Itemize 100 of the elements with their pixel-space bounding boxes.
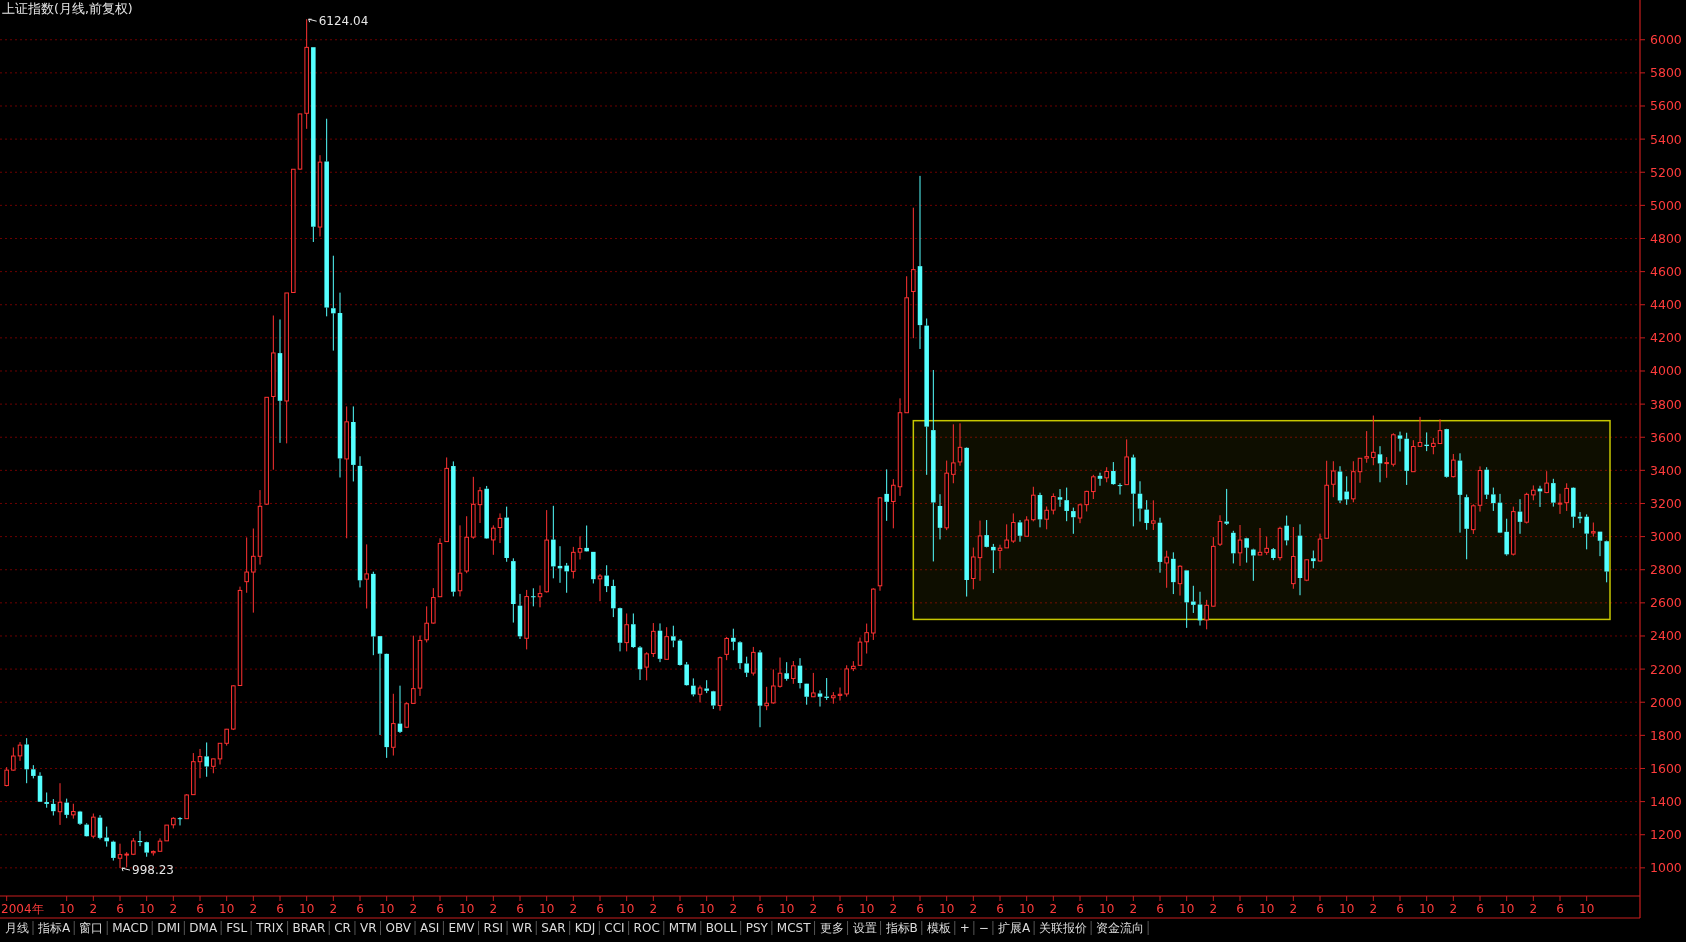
x-tick-label: 6 <box>916 902 924 916</box>
y-tick-label: 1600 <box>1650 760 1682 776</box>
x-tick-label: 6 <box>676 902 684 916</box>
x-tick-label: 10 <box>699 902 715 916</box>
x-tick-label: 10 <box>1419 902 1435 916</box>
y-tick-label: 1800 <box>1650 727 1682 743</box>
x-tick-label: 6 <box>996 902 1004 916</box>
y-tick-label: 2400 <box>1650 628 1682 644</box>
x-tick-label: 2 <box>409 902 418 916</box>
x-tick-label: 2 <box>649 902 658 916</box>
y-tick-label: 5000 <box>1650 197 1682 213</box>
text: FSL <box>226 921 248 935</box>
y-tick-label: 4600 <box>1650 264 1682 280</box>
text: SAR <box>541 921 566 935</box>
x-tick-label: 2 <box>89 902 98 916</box>
x-tick-label: 10 <box>219 902 235 916</box>
x-tick-label: 2 <box>1289 902 1298 916</box>
text: BOLL <box>705 921 737 935</box>
y-tick-label: 4400 <box>1650 297 1682 313</box>
x-tick-label: 6 <box>1556 902 1564 916</box>
x-tick-label: 6 <box>1236 902 1244 916</box>
x-tick-label: 10 <box>379 902 395 916</box>
text: MTM <box>668 921 697 935</box>
y-tick-label: 5600 <box>1650 98 1682 114</box>
text: 关联报价 <box>1039 921 1088 935</box>
y-tick-label: 4000 <box>1650 363 1682 379</box>
text: 扩展A <box>997 921 1031 935</box>
x-tick-label: 6 <box>276 902 284 916</box>
y-tick-label: 1400 <box>1650 794 1682 810</box>
text: VR <box>359 921 377 935</box>
x-tick-label: 10 <box>619 902 635 916</box>
x-tick-label: 10 <box>459 902 475 916</box>
text: TRIX <box>255 921 284 935</box>
y-tick-label: 5800 <box>1650 65 1682 81</box>
text: + <box>959 921 970 935</box>
text: RSI <box>483 921 504 935</box>
y-tick-label: 4800 <box>1650 230 1682 246</box>
x-tick-label: 6 <box>356 902 364 916</box>
text: MACD <box>112 921 149 935</box>
y-tick-label: 3200 <box>1650 495 1682 511</box>
x-tick-label: 6 <box>1316 902 1324 916</box>
text: − <box>978 921 989 935</box>
x-tick-label: 10 <box>1099 902 1115 916</box>
y-tick-label: 3800 <box>1650 396 1682 412</box>
x-tick-label: 6 <box>196 902 204 916</box>
x-tick-label: 6 <box>1476 902 1484 916</box>
x-tick-label: 10 <box>539 902 555 916</box>
text: CCI <box>604 921 625 935</box>
x-tick-label: 6 <box>116 902 124 916</box>
x-tick-label: 2 <box>1529 902 1538 916</box>
text: DMI <box>157 921 181 935</box>
x-tick-label: 2 <box>1369 902 1378 916</box>
text: 设置 <box>852 921 877 935</box>
text: 更多 <box>819 921 844 935</box>
x-tick-label: 10 <box>1019 902 1035 916</box>
y-tick-label: 3600 <box>1650 429 1682 445</box>
text: ROC <box>633 921 660 935</box>
y-tick-label: 1000 <box>1650 860 1682 876</box>
annotation: 998.23 <box>132 863 174 878</box>
x-tick-label: 2 <box>169 902 178 916</box>
x-tick-label: 10 <box>1339 902 1355 916</box>
text: KDJ <box>574 921 596 935</box>
x-tick-label: 6 <box>1156 902 1164 916</box>
text: 指标B <box>884 921 918 935</box>
text: OBV <box>385 921 412 935</box>
x-tick-label: 6 <box>836 902 844 916</box>
x-tick-label: 2 <box>729 902 738 916</box>
y-tick-label: 1200 <box>1650 827 1682 843</box>
x-tick-label: 6 <box>436 902 444 916</box>
x-tick-label: 10 <box>1499 902 1515 916</box>
x-tick-label: 2 <box>1209 902 1218 916</box>
text: EMV <box>448 921 476 935</box>
x-tick-label: 10 <box>859 902 875 916</box>
x-tick-label: 2 <box>889 902 898 916</box>
y-tick-label: 6000 <box>1650 32 1682 48</box>
x-tick-label: 6 <box>516 902 524 916</box>
x-tick-label: 6 <box>1396 902 1404 916</box>
text: DMA <box>189 921 218 935</box>
x-tick-label: 2 <box>1049 902 1058 916</box>
x-tick-label: 2 <box>809 902 818 916</box>
x-tick-label: 6 <box>1076 902 1084 916</box>
text: 资金流向 <box>1096 921 1145 935</box>
chart-title: 上证指数(月线,前复权) <box>2 1 133 16</box>
x-tick-label: 10 <box>1179 902 1195 916</box>
y-tick-label: 2600 <box>1650 595 1682 611</box>
y-tick-label: 2200 <box>1650 661 1682 677</box>
y-tick-label: 3400 <box>1650 462 1682 478</box>
y-tick-label: 2800 <box>1650 562 1682 578</box>
x-tick-label: 10 <box>59 902 75 916</box>
x-tick-label: 2 <box>569 902 578 916</box>
text: MCST <box>776 921 812 935</box>
x-tick-label: 10 <box>1259 902 1275 916</box>
x-tick-label: 2 <box>969 902 978 916</box>
text: 月线 <box>5 921 29 935</box>
x-tick-label: 10 <box>139 902 155 916</box>
text: 窗口 <box>79 921 104 935</box>
x-tick-label: 2 <box>489 902 498 916</box>
x-tick-label: 6 <box>596 902 604 916</box>
x-tick-label: 10 <box>1579 902 1595 916</box>
x-tick-label: 6 <box>756 902 764 916</box>
